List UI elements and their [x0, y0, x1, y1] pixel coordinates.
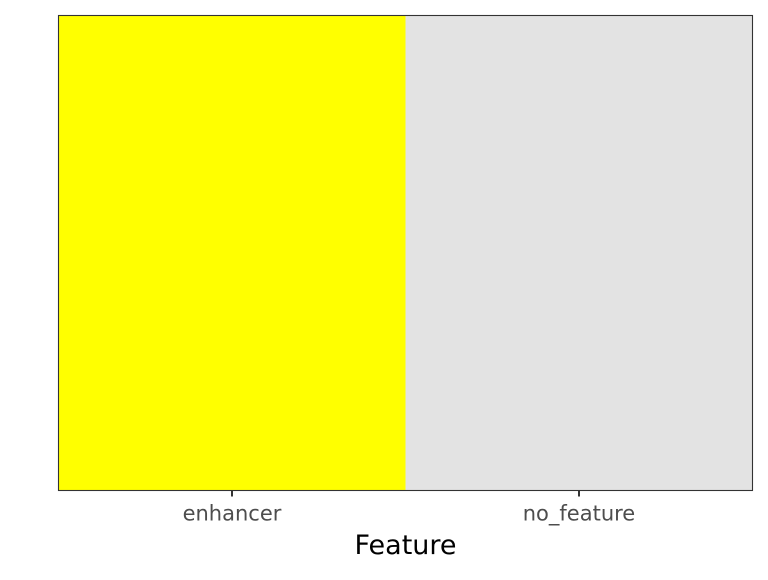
x-axis-ticks: [231, 490, 580, 497]
x-axis-title: Feature: [354, 530, 456, 561]
tile-enhancer: [58, 15, 406, 491]
panel-border: [57, 14, 754, 492]
x-tick-label-enhancer: enhancer: [183, 502, 282, 526]
tile-no-feature: [405, 15, 753, 491]
x-tick-label-no-feature: no_feature: [523, 502, 635, 527]
x-axis-tick-labels: enhancer no_feature: [183, 502, 636, 527]
tiles-layer: [58, 15, 753, 491]
